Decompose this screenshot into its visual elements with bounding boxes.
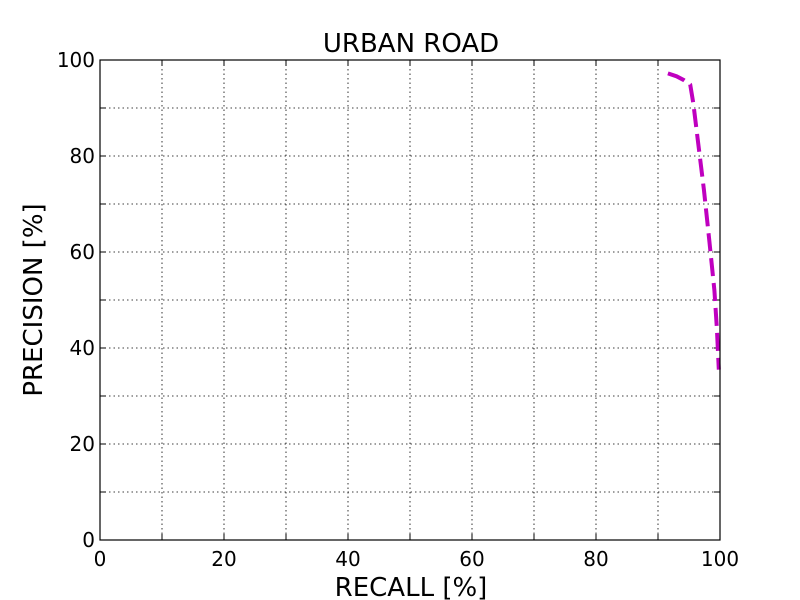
series-line	[667, 71, 721, 370]
y-tick-label: 40	[70, 336, 95, 360]
y-tick-label: 60	[70, 240, 95, 264]
y-tick-label: 80	[70, 144, 95, 168]
y-axis-title: PRECISION [%]	[19, 203, 49, 396]
x-axis-title: RECALL [%]	[335, 573, 488, 600]
y-tick-labels: 0 20 40 60 80 100	[57, 48, 95, 552]
y-tick-label: 20	[70, 432, 95, 456]
plot-frame	[99, 59, 721, 541]
y-tick-label: 0	[82, 528, 95, 552]
x-tick-label: 60	[459, 547, 484, 571]
y-tick-label: 100	[57, 48, 95, 72]
x-tick-label: 100	[701, 547, 739, 571]
x-tick-label: 0	[94, 547, 107, 571]
x-tick-label: 80	[583, 547, 608, 571]
x-tick-label: 20	[211, 547, 236, 571]
grid-lines	[100, 60, 720, 540]
x-tick-label: 40	[335, 547, 360, 571]
chart-title: URBAN ROAD	[323, 29, 499, 59]
x-tick-labels: 0 20 40 60 80 100	[94, 547, 739, 571]
series-layer	[667, 71, 721, 370]
